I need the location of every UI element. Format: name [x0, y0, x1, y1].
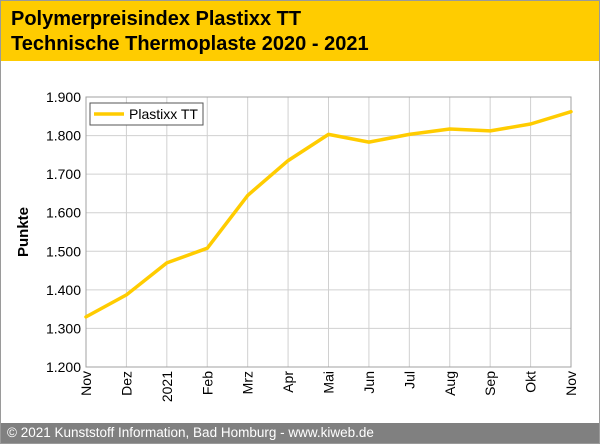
x-tick-label: Jun	[361, 371, 377, 394]
x-tick-label: Dez	[118, 371, 134, 396]
x-tick-label: Nov	[78, 371, 94, 396]
legend-label: Plastixx TT	[129, 106, 198, 122]
x-tick-label: Jul	[401, 371, 417, 389]
y-tick-label: 1.800	[46, 128, 81, 144]
legend-box	[89, 102, 204, 126]
y-tick-label: 1.700	[46, 166, 81, 182]
x-tick-label: Mai	[321, 371, 337, 394]
x-tick-label: 2021	[159, 371, 175, 402]
x-tick-label: Mrz	[240, 371, 256, 394]
x-axis-ticks: Nov Dez 2021 Feb Mrz Apr Mai Jun Jul Aug Sep Okt Nov	[78, 371, 579, 402]
y-tick-label: 1.200	[46, 359, 81, 375]
y-tick-label: 1.900	[46, 89, 81, 105]
copyright-text: © 2021 Kunststoff Information, Bad Hombu…	[7, 425, 374, 440]
x-tick-label: Nov	[563, 371, 579, 396]
plot-area-border	[85, 96, 572, 368]
x-tick-label: Aug	[442, 371, 458, 396]
chart-header: Polymerpreisindex Plastixx TT Technische…	[1, 1, 599, 61]
y-tick-label: 1.500	[46, 243, 81, 259]
y-tick-label: 1.400	[46, 282, 81, 298]
y-tick-label: 1.600	[46, 205, 81, 221]
gridlines	[86, 96, 571, 368]
chart-subtitle: Technische Thermoplaste 2020 - 2021	[11, 33, 369, 55]
legend: Plastixx TT	[89, 102, 204, 126]
series-line-plastixx-tt	[84, 109, 573, 319]
footer-bar: © 2021 Kunststoff Information, Bad Hombu…	[1, 423, 599, 443]
x-tick-label: Sep	[482, 371, 498, 396]
y-axis-ticks: 1.200 1.300 1.400 1.500 1.600 1.700 1.800 1.900	[46, 89, 81, 375]
y-tick-label: 1.300	[46, 320, 81, 336]
x-tick-label: Feb	[199, 371, 215, 395]
y-axis-label: Punkte	[15, 207, 32, 257]
x-tick-label: Apr	[280, 371, 296, 393]
chart-title: Polymerpreisindex Plastixx TT	[11, 8, 302, 30]
x-tick-label: Okt	[523, 371, 539, 393]
